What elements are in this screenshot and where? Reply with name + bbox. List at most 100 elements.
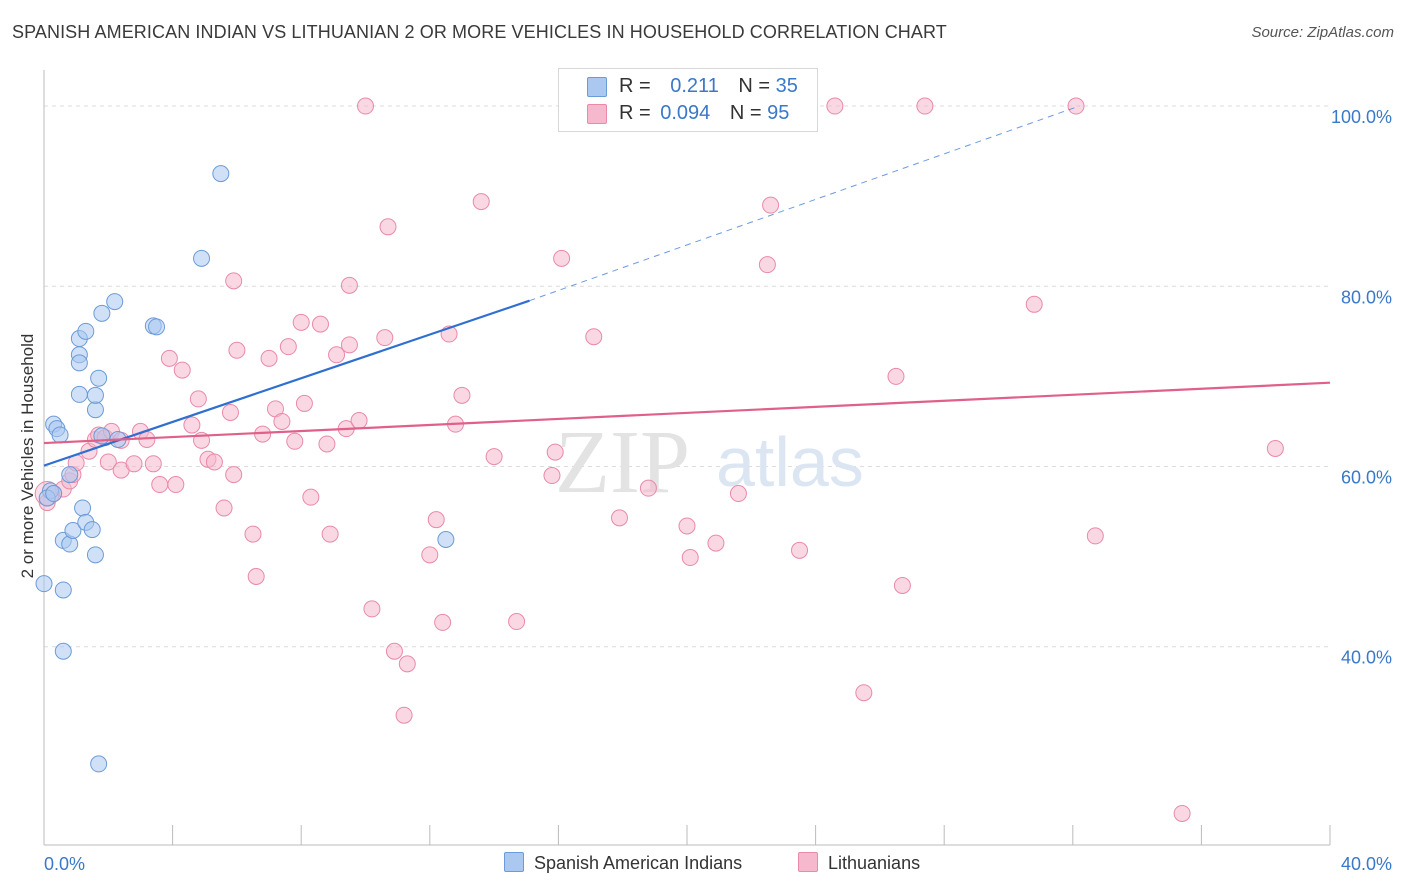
data-point-lithuanians <box>311 315 329 333</box>
data-point-lithuanians <box>376 329 394 347</box>
data-point-spanish-american-indians <box>54 581 72 599</box>
n-label: N = <box>729 102 762 124</box>
data-point-spanish-american-indians <box>90 369 108 387</box>
y-tick-label: 60.0% <box>1341 468 1392 488</box>
data-point-lithuanians <box>318 435 336 453</box>
data-point-spanish-american-indians <box>45 485 63 503</box>
data-point-lithuanians <box>357 97 374 115</box>
x-tick-label-min: 0.0% <box>44 854 85 874</box>
data-point-spanish-american-indians <box>86 546 104 564</box>
data-point-lithuanians <box>244 525 262 543</box>
data-point-lithuanians <box>508 613 526 631</box>
data-point-lithuanians <box>485 448 503 466</box>
data-point-lithuanians <box>273 412 291 430</box>
data-point-lithuanians <box>610 509 628 527</box>
blue-swatch <box>587 77 607 97</box>
pink-swatch <box>587 104 607 124</box>
data-point-lithuanians <box>395 706 413 724</box>
legend-item-lithuanians: Lithuanians <box>798 852 920 874</box>
data-point-lithuanians <box>302 488 320 506</box>
blue-swatch <box>504 852 524 872</box>
data-point-lithuanians <box>279 338 297 356</box>
data-point-lithuanians <box>328 346 346 364</box>
data-point-spanish-american-indians <box>70 385 88 403</box>
data-point-lithuanians <box>350 412 368 430</box>
data-point-lithuanians <box>221 403 239 421</box>
data-point-spanish-american-indians <box>90 755 108 773</box>
data-point-lithuanians <box>205 453 223 471</box>
n-label: N = <box>738 75 771 97</box>
n-value: 35 <box>775 75 798 97</box>
data-point-spanish-american-indians <box>83 521 101 539</box>
data-point-lithuanians <box>855 684 873 702</box>
n-value: 95 <box>767 102 790 124</box>
r-label: R = <box>619 75 651 97</box>
data-point-lithuanians <box>427 511 445 529</box>
trend-line-spanish-american-indians <box>43 299 530 467</box>
legend-item-spanish-american-indians: Spanish American Indians <box>504 852 742 874</box>
data-point-lithuanians <box>173 361 191 379</box>
data-point-lithuanians <box>260 349 278 367</box>
data-point-lithuanians <box>585 328 603 346</box>
r-label: R = <box>619 102 651 124</box>
stats-legend: R = 0.211 N = 35 R = 0.094 N = 95 <box>558 68 818 132</box>
data-point-spanish-american-indians <box>148 318 166 336</box>
data-point-lithuanians <box>385 642 403 660</box>
data-point-lithuanians <box>1025 295 1043 313</box>
data-point-spanish-american-indians <box>74 499 92 517</box>
y-tick-label: 100.0% <box>1331 107 1392 127</box>
data-point-lithuanians <box>472 193 490 211</box>
data-point-lithuanians <box>340 336 358 354</box>
lithuanians-points <box>34 97 1284 822</box>
data-point-lithuanians <box>215 499 233 517</box>
data-point-lithuanians <box>791 541 809 559</box>
data-point-spanish-american-indians <box>86 386 104 404</box>
data-point-lithuanians <box>826 97 844 115</box>
watermark-zip: ZIP <box>555 413 690 512</box>
data-point-lithuanians <box>916 97 934 115</box>
data-point-spanish-american-indians <box>106 293 124 311</box>
data-point-spanish-american-indians <box>193 249 211 267</box>
data-point-lithuanians <box>183 416 201 434</box>
data-point-lithuanians <box>321 525 339 543</box>
data-point-lithuanians <box>225 272 243 290</box>
y-tick-label: 80.0% <box>1341 287 1392 307</box>
data-point-lithuanians <box>125 455 143 473</box>
data-point-spanish-american-indians <box>64 521 82 539</box>
data-point-lithuanians <box>295 394 313 412</box>
data-point-lithuanians <box>678 517 696 535</box>
data-point-lithuanians <box>286 432 304 450</box>
data-point-lithuanians <box>453 386 471 404</box>
y-tick-label: 40.0% <box>1341 648 1392 668</box>
data-point-lithuanians <box>225 466 243 484</box>
x-tick-label-max: 40.0% <box>1341 854 1392 874</box>
data-point-spanish-american-indians <box>437 531 455 549</box>
tick-labels: 40.0% 60.0% 80.0% 100.0% 0.0% 40.0% <box>44 107 1392 874</box>
data-point-lithuanians <box>151 476 169 494</box>
data-point-lithuanians <box>887 367 905 385</box>
data-point-spanish-american-indians <box>54 642 72 660</box>
data-point-lithuanians <box>543 467 561 485</box>
data-point-lithuanians <box>363 600 381 618</box>
data-point-spanish-american-indians <box>35 575 53 593</box>
data-point-lithuanians <box>1067 97 1085 115</box>
data-point-lithuanians <box>1086 527 1104 545</box>
data-point-spanish-american-indians <box>70 354 88 372</box>
data-point-spanish-american-indians <box>212 165 230 183</box>
data-point-lithuanians <box>167 476 185 494</box>
trend-line-lithuanians <box>43 381 1331 445</box>
data-point-lithuanians <box>379 218 397 236</box>
data-point-lithuanians <box>1173 804 1191 822</box>
data-point-lithuanians <box>729 485 747 503</box>
data-point-lithuanians <box>707 534 725 552</box>
data-point-lithuanians <box>398 655 416 673</box>
legend-label: Spanish American Indians <box>534 853 743 873</box>
data-point-lithuanians <box>553 249 571 267</box>
r-value: 0.094 <box>660 102 711 124</box>
data-point-lithuanians <box>421 546 439 564</box>
trend-lines <box>43 105 1331 467</box>
data-point-lithuanians <box>758 256 776 274</box>
r-value: 0.211 <box>670 75 719 97</box>
data-point-lithuanians <box>762 196 780 214</box>
